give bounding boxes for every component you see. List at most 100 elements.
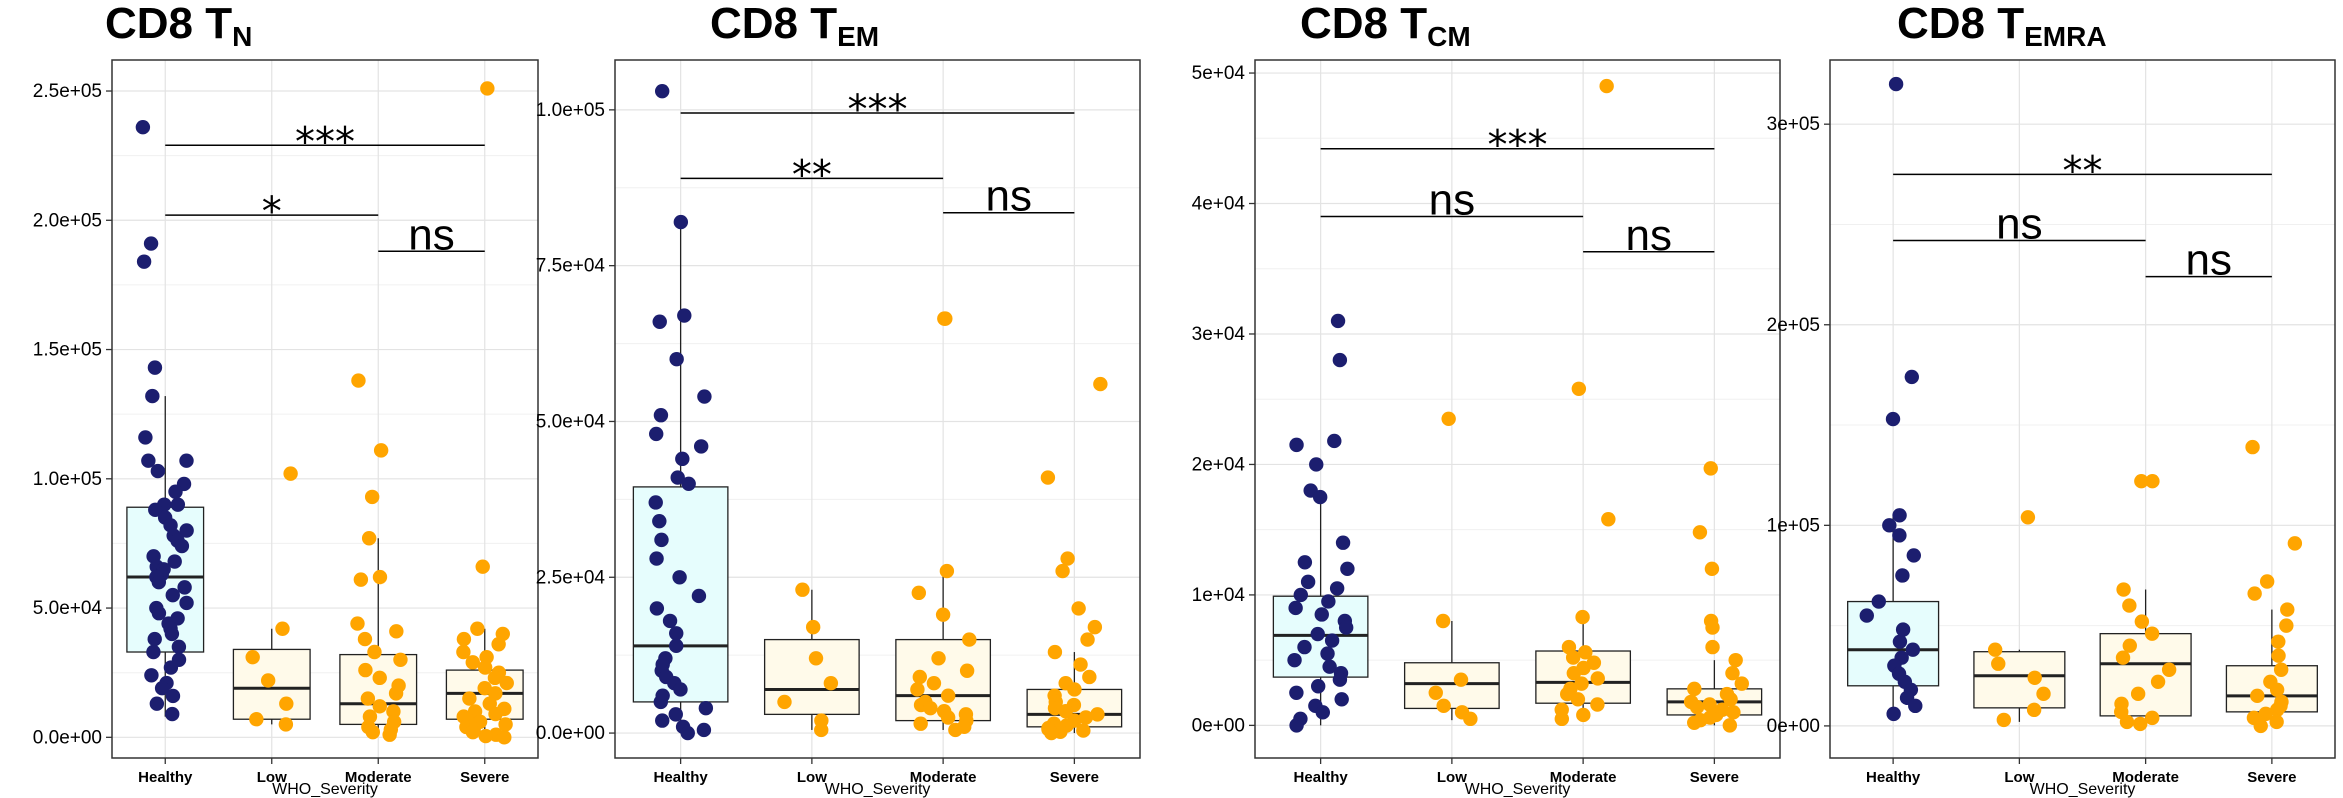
data-point xyxy=(1886,706,1901,722)
data-point xyxy=(2145,474,2160,489)
data-point xyxy=(350,616,365,631)
data-point xyxy=(1330,313,1346,329)
data-point xyxy=(1687,681,1702,697)
data-point xyxy=(937,311,952,326)
data-point xyxy=(1895,568,1910,583)
data-point xyxy=(372,569,388,585)
data-point xyxy=(1055,563,1070,579)
data-point xyxy=(698,700,714,716)
data-point xyxy=(777,694,792,710)
data-point xyxy=(456,631,472,647)
data-point xyxy=(1090,707,1105,722)
data-point xyxy=(649,551,664,566)
significance-label: *** xyxy=(848,87,908,133)
data-point xyxy=(1309,457,1324,472)
data-point xyxy=(365,724,381,740)
data-point xyxy=(1289,685,1304,700)
significance-label: *** xyxy=(1488,123,1548,169)
y-tick-label: 0.0e+00 xyxy=(33,727,102,748)
significance-label: ns xyxy=(986,172,1032,221)
data-point xyxy=(1560,686,1575,702)
data-point xyxy=(1289,718,1304,733)
data-point xyxy=(1060,551,1075,566)
data-point xyxy=(1082,669,1097,685)
x-axis-title: WHO_Severity xyxy=(272,781,378,798)
data-point xyxy=(2115,650,2131,665)
significance-label: ns xyxy=(1626,211,1672,260)
data-point xyxy=(1692,525,1708,540)
data-point xyxy=(465,724,481,740)
data-point xyxy=(1288,600,1303,616)
data-point xyxy=(351,373,366,388)
data-point xyxy=(1908,698,1923,714)
significance-label: ** xyxy=(2063,148,2103,194)
data-point xyxy=(1327,433,1342,449)
data-point xyxy=(154,681,170,696)
data-point xyxy=(1040,470,1056,485)
data-point xyxy=(1289,437,1304,453)
data-point xyxy=(654,532,669,548)
box xyxy=(632,486,729,703)
data-point xyxy=(935,607,951,622)
data-point xyxy=(1702,697,1717,712)
data-point xyxy=(149,696,165,711)
y-tick-label: 3e+04 xyxy=(1192,324,1246,345)
data-point xyxy=(477,681,492,696)
data-point xyxy=(1888,76,1904,92)
data-point xyxy=(488,706,503,722)
data-point xyxy=(1335,535,1351,550)
data-point xyxy=(1436,698,1451,714)
data-point xyxy=(1904,369,1919,385)
panel-title: CD8 TEM xyxy=(710,0,879,52)
significance-label: ns xyxy=(1429,176,1475,225)
y-tick-label: 2e+05 xyxy=(1767,315,1820,336)
data-point xyxy=(2271,648,2286,663)
data-point xyxy=(1885,411,1901,427)
data-point xyxy=(1310,679,1326,694)
data-point xyxy=(962,632,977,647)
data-point xyxy=(1704,561,1720,577)
data-point xyxy=(367,644,382,660)
chart-panel-2: CD8 TEM***** ns0.0e+002.5e+045.0e+047.5e+… xyxy=(536,0,1141,798)
y-tick-label: 4e+04 xyxy=(1192,194,1246,215)
x-tick-label: Low xyxy=(1437,769,1467,786)
data-point xyxy=(1705,639,1720,655)
data-point xyxy=(179,523,194,538)
data-point xyxy=(2026,702,2042,718)
y-tick-label: 3e+05 xyxy=(1767,114,1820,135)
data-point xyxy=(164,626,180,642)
panel-title-subscript: CM xyxy=(1427,21,1471,52)
significance-label: * xyxy=(262,189,282,235)
data-point xyxy=(912,669,928,685)
data-point xyxy=(662,613,678,629)
data-point xyxy=(673,682,688,697)
y-tick-label: 2.0e+05 xyxy=(33,210,102,231)
data-point xyxy=(1073,657,1088,672)
data-point xyxy=(1078,710,1094,725)
panel-title: CD8 TN xyxy=(105,0,252,52)
data-point xyxy=(382,727,397,742)
data-point xyxy=(2134,614,2150,629)
data-point xyxy=(491,637,506,652)
y-tick-label: 5.0e+04 xyxy=(536,411,606,432)
data-point xyxy=(1340,561,1355,577)
data-point xyxy=(136,254,152,269)
data-point xyxy=(1087,619,1103,635)
data-point xyxy=(1723,692,1738,707)
data-point xyxy=(174,538,190,554)
data-point xyxy=(144,668,159,683)
data-point xyxy=(654,83,670,99)
data-point xyxy=(163,660,179,675)
y-tick-label: 0e+00 xyxy=(1192,715,1245,736)
data-point xyxy=(283,466,298,481)
data-point xyxy=(1703,461,1718,476)
data-point xyxy=(353,572,369,587)
data-point xyxy=(669,626,684,641)
data-point xyxy=(1576,707,1591,723)
data-point xyxy=(1571,381,1587,396)
data-point xyxy=(948,722,963,738)
data-point xyxy=(1428,685,1443,700)
panel-title-subscript: N xyxy=(232,21,252,52)
data-point xyxy=(177,580,192,595)
data-point xyxy=(2280,602,2295,617)
